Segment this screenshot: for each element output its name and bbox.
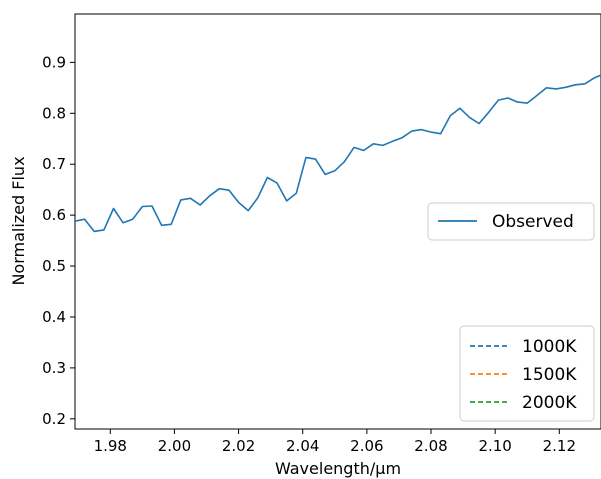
- legend-observed-box: [427, 202, 595, 241]
- y-tick-label: 0.5: [42, 257, 66, 275]
- x-tick-label: 2.12: [543, 437, 576, 455]
- y-tick-label: 0.2: [42, 410, 66, 428]
- legend-observed-label: Observed: [492, 212, 574, 232]
- x-tick-label: 2.06: [350, 437, 383, 455]
- legend-2000k-label: 2000K: [522, 393, 577, 413]
- x-tick-label: 2.08: [414, 437, 447, 455]
- y-tick-label: 0.9: [42, 53, 66, 71]
- x-tick-label: 2.10: [478, 437, 511, 455]
- y-tick-label: 0.4: [42, 308, 66, 326]
- legend-models: 1000K 1500K 2000K: [459, 325, 595, 422]
- series-line-observed: [75, 74, 601, 233]
- y-tick-label: 0.7: [42, 155, 66, 173]
- legend-observed: Observed: [427, 202, 595, 241]
- legend-1000k-label: 1000K: [522, 337, 577, 357]
- x-tick-label: 1.98: [94, 437, 127, 455]
- y-tick-label: 0.8: [42, 104, 66, 122]
- x-axis-label: Wavelength/µm: [275, 459, 401, 478]
- y-tick-label: 0.3: [42, 359, 66, 377]
- x-tick-label: 2.04: [286, 437, 319, 455]
- y-tick-label: 0.6: [42, 206, 66, 224]
- x-tick-label: 2.02: [222, 437, 255, 455]
- legend-1500k-label: 1500K: [522, 365, 577, 385]
- legend-models-box: [459, 325, 595, 422]
- x-tick-label: 2.00: [158, 437, 191, 455]
- plot-frame: [74, 13, 601, 430]
- y-axis-label: Normalized Flux: [9, 156, 28, 285]
